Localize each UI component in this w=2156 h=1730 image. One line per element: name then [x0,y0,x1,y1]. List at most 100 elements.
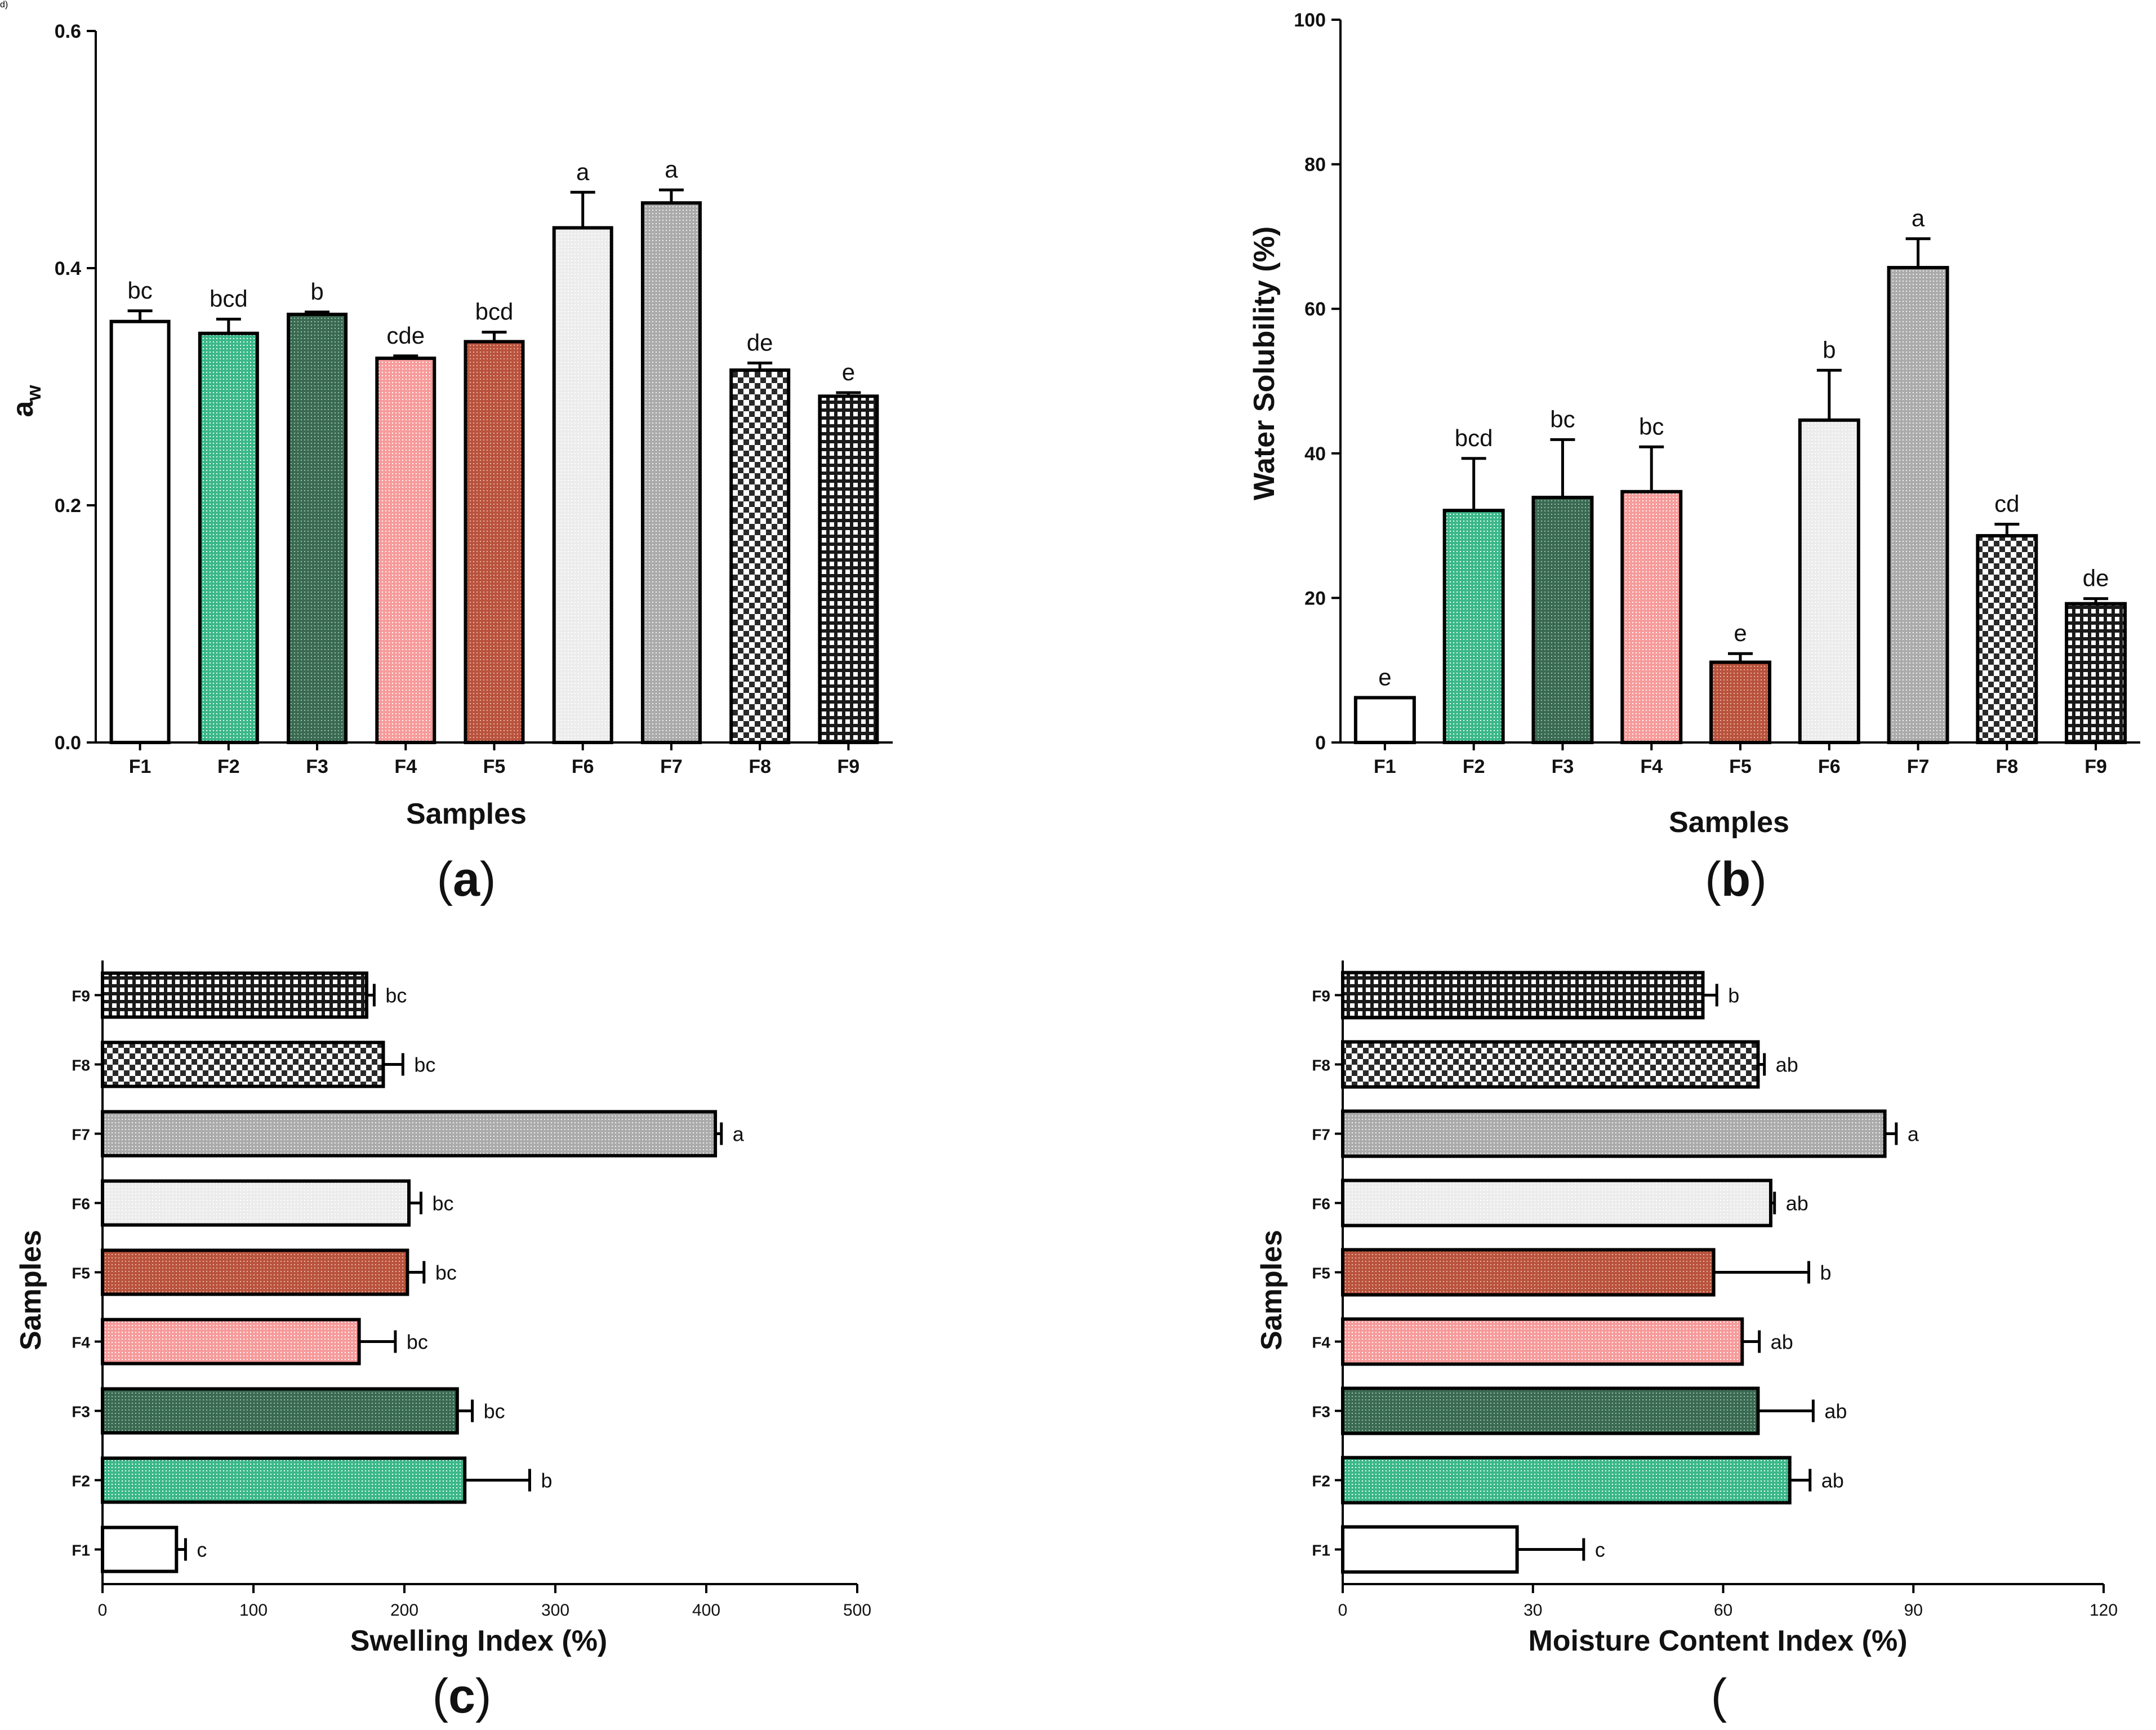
x-tick-label: 500 [843,1601,871,1620]
x-tick-label: 120 [2090,1601,2118,1620]
y-tick-label-f3: F3 [72,1403,90,1421]
y-tick-label-f1: F1 [72,1542,90,1559]
y-tick-label-f2: F2 [72,1473,90,1490]
bar-f5 [101,1248,409,1296]
bar-f7 [1887,266,1949,745]
x-tick-label-f6: F6 [572,756,594,777]
y-tick-label: 0.2 [55,495,81,517]
letter-f1: bc [127,277,152,304]
x-tick-label: 300 [541,1601,569,1620]
bar-f4 [1620,490,1683,744]
x-tick-label-f2: F2 [217,756,240,777]
panel-label-a: (a) [436,852,496,906]
letter-f9: b [1728,984,1739,1007]
x-tick-label: 0 [1338,1601,1348,1620]
bar-f2 [1442,509,1505,744]
letter-f4: bc [407,1331,428,1354]
x-tick-label-f7: F7 [1907,756,1930,777]
letter-f7: a [1912,205,1925,232]
y-tick-label-f9: F9 [1312,988,1330,1005]
letter-f4: cde [386,322,425,349]
bar-f1 [1353,696,1416,744]
y-tick-label: 0.6 [55,21,81,42]
chart-d: c ab ab ab b ab a ab b F1 F2 F3 F4 F5 F6 F7 F8 F9 0 30 60 90… [1255,960,2118,1723]
letter-f1: e [1378,664,1391,690]
y-tick-label-f8: F8 [1312,1057,1330,1074]
x-tick-label: 90 [1904,1601,1923,1620]
y-tick-label-f1: F1 [1312,1542,1330,1559]
x-tick-label-f9: F9 [2084,756,2107,777]
y-tick-label-f4: F4 [72,1334,90,1351]
chart-c-ylabel: Samples [15,1230,47,1350]
letter-f6: bc [432,1192,453,1215]
bar-f9 [818,394,879,744]
x-tick-label-f2: F2 [1463,756,1485,777]
letter-f4: ab [1771,1331,1793,1354]
bar-f3 [287,313,348,744]
letter-f1: c [1595,1538,1605,1562]
letter-f3: bc [484,1400,505,1423]
letter-f5: bcd [475,299,514,325]
bar-f4 [101,1318,361,1366]
y-tick-label: 100 [1294,10,1326,31]
bar-f1 [1341,1525,1519,1574]
letter-f9: e [842,359,855,385]
letter-f4: bc [1639,413,1664,439]
bar-f6 [101,1179,411,1227]
y-tick-label: 0.0 [55,732,81,754]
y-tick-label-f6: F6 [72,1195,90,1213]
y-tick-label-f6: F6 [1312,1195,1330,1213]
letter-f5: b [1820,1261,1831,1284]
x-tick-label-f6: F6 [1818,756,1841,777]
bar-f9 [2065,602,2127,744]
bar-f7 [640,201,702,745]
bar-f8 [101,1040,385,1088]
bar-f8 [1976,534,2038,744]
letter-f9: de [2083,565,2109,592]
x-tick-label-f8: F8 [1995,756,2018,777]
x-tick-label: 200 [390,1601,418,1620]
bar-f1 [101,1526,179,1573]
bar-f7 [101,1110,718,1158]
chart-c-xlabel: Swelling Index (%) [350,1625,608,1657]
letter-f2: b [541,1469,552,1492]
y-tick-label-f7: F7 [1312,1126,1330,1144]
bar-f7 [1341,1109,1887,1158]
y-tick-label: 0.4 [55,258,81,279]
y-tick-label-f3: F3 [1312,1403,1330,1421]
bar-f8 [729,368,791,744]
x-tick-label-f3: F3 [306,756,328,777]
bar-f3 [1531,496,1594,744]
x-tick-label-f3: F3 [1552,756,1574,777]
bar-f2 [1341,1456,1792,1505]
y-tick-label: 60 [1304,299,1326,320]
letter-f8: ab [1776,1053,1798,1077]
letter-f9: bc [385,984,407,1007]
chart-c: c b bc bc bc bc a bc bc F1 F2 F3 F4 F5 F6 F7 F8 F9 0 100 20… [15,960,871,1723]
chart-d-ylabel: Samples [1255,1230,1288,1350]
y-tick-label-f2: F2 [1312,1473,1330,1490]
letter-f3: ab [1824,1400,1847,1423]
letter-f5: bc [435,1261,457,1284]
chart-a-ylabel: aw [7,385,45,417]
letter-f2: bcd [1455,425,1493,451]
y-tick-label-f7: F7 [72,1126,90,1144]
chart-d-xlabel: Moisture Content Index (%) [1528,1625,1907,1657]
bar-f2 [101,1456,467,1504]
bar-f6 [1341,1178,1772,1228]
letter-f8: de [747,329,773,355]
letter-f2: bcd [210,286,248,312]
letter-f7: a [1908,1123,1919,1146]
x-tick-label-f4: F4 [1640,756,1663,777]
x-tick-label-f1: F1 [129,756,152,777]
y-tick-label: 40 [1304,443,1326,465]
y-tick-label-f9: F9 [72,988,90,1005]
bar-f1 [109,319,171,744]
chart-a: bc bcd b cde bcd a a de e F1 F2 F3 F4 F5 F6 F7 F8 F9 0.0 0… [7,21,893,906]
y-tick-label-f5: F5 [1312,1265,1330,1282]
y-tick-label-f5: F5 [72,1265,90,1282]
letter-f6: ab [1786,1192,1808,1215]
chart-b-xlabel: Samples [1669,806,1789,839]
x-tick-label-f5: F5 [1729,756,1752,777]
